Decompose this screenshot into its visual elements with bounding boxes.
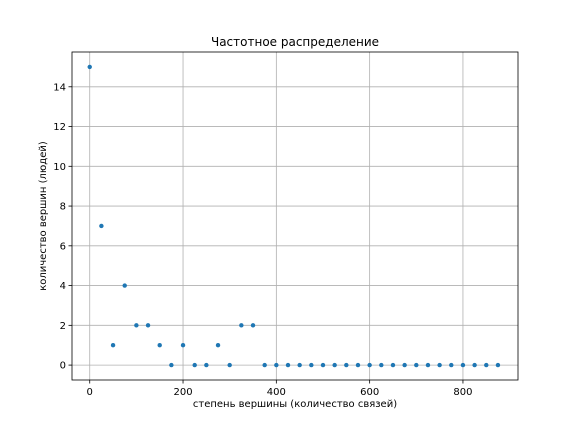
x-tick-label: 800 <box>453 387 472 398</box>
x-axis-ticks: 0 200 400 600 800 <box>87 380 472 398</box>
data-point <box>390 362 396 368</box>
data-point <box>297 362 302 368</box>
x-axis-label: степень вершины (количество связей) <box>193 399 397 410</box>
x-tick-label: 200 <box>173 387 192 398</box>
data-point <box>180 343 186 348</box>
data-point <box>250 323 256 328</box>
y-tick-label: 12 <box>53 122 66 133</box>
data-point <box>285 362 291 368</box>
data-point <box>157 343 162 348</box>
chart-title: Частотное распределение <box>211 35 379 49</box>
data-point <box>122 283 127 288</box>
data-point <box>192 362 197 368</box>
data-point <box>495 362 501 368</box>
data-points <box>87 64 501 368</box>
data-point <box>379 362 384 368</box>
data-point <box>204 362 209 368</box>
data-point <box>169 362 174 368</box>
data-point <box>262 362 267 368</box>
data-point <box>425 362 431 368</box>
x-tick-label: 0 <box>87 387 93 398</box>
x-tick-label: 400 <box>267 387 286 398</box>
data-point <box>145 323 151 328</box>
grid <box>72 52 518 380</box>
y-tick-label: 14 <box>53 82 66 93</box>
data-point <box>134 323 139 328</box>
data-point <box>215 343 221 348</box>
data-point <box>472 362 477 368</box>
data-point <box>227 362 232 368</box>
y-axis-ticks: 0 2 4 6 8 10 12 14 <box>53 82 72 372</box>
y-tick-label: 4 <box>60 281 66 292</box>
data-point <box>309 362 314 368</box>
y-axis-label: количество вершин (людей) <box>38 141 49 291</box>
data-point <box>449 362 454 368</box>
y-tick-label: 10 <box>53 162 66 173</box>
data-point <box>87 64 92 70</box>
data-point <box>239 323 244 328</box>
y-tick-label: 0 <box>60 361 66 372</box>
data-point <box>484 362 489 368</box>
data-point <box>402 362 407 368</box>
data-point <box>414 362 419 368</box>
data-point <box>355 362 361 368</box>
data-point <box>332 362 337 368</box>
x-tick-label: 600 <box>360 387 379 398</box>
y-tick-label: 2 <box>60 321 66 332</box>
y-tick-label: 6 <box>60 241 66 252</box>
data-point <box>460 362 466 368</box>
data-point <box>367 362 372 368</box>
data-point <box>274 362 279 368</box>
data-point <box>437 362 442 368</box>
plot-frame <box>71 51 519 381</box>
y-tick-label: 8 <box>60 202 66 213</box>
data-point <box>99 223 104 229</box>
data-point <box>344 362 349 368</box>
data-point <box>110 343 116 348</box>
data-point <box>320 362 326 368</box>
